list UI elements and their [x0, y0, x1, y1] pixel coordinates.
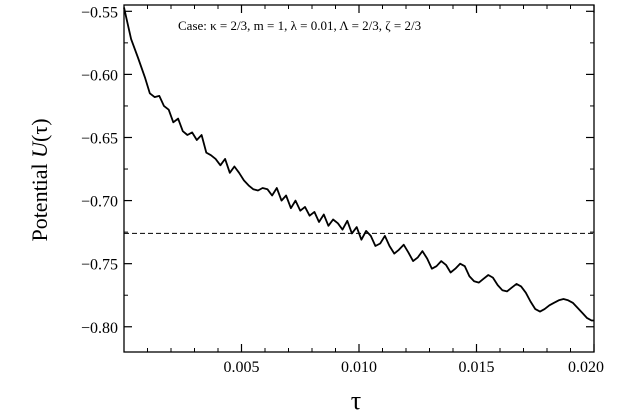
y-axis-title-suffix: (τ): [27, 118, 52, 142]
y-tick-label-2: −0.65: [81, 130, 118, 147]
y-tick-label-0: −0.55: [81, 4, 118, 21]
y-axis-ticks: −0.55 −0.60 −0.65 −0.70 −0.75 −0.80: [81, 4, 594, 337]
case-annotation: Case: κ = 2/3, m = 1, λ = 0.01, Λ = 2/3,…: [178, 18, 421, 33]
y-tick-label-1: −0.60: [81, 67, 118, 84]
y-tick-label-3: −0.70: [81, 194, 118, 211]
x-tick-label-3: 0.020: [568, 359, 604, 376]
potential-curve-line: [123, 7, 594, 322]
y-axis-title: Potential U(τ): [27, 118, 52, 241]
x-tick-label-1: 0.010: [341, 359, 377, 376]
x-axis-ticks: 0.005 0.010 0.015 0.020: [147, 5, 604, 376]
plot-frame: [123, 4, 595, 353]
x-tick-label-2: 0.015: [459, 359, 495, 376]
y-axis-title-variable: U: [27, 140, 52, 158]
y-tick-label-4: −0.75: [81, 257, 118, 274]
x-tick-label-0: 0.005: [224, 359, 260, 376]
y-axis-title-prefix: Potential: [27, 158, 52, 242]
y-tick-label-5: −0.80: [81, 320, 118, 337]
x-axis-title: τ: [351, 386, 361, 415]
